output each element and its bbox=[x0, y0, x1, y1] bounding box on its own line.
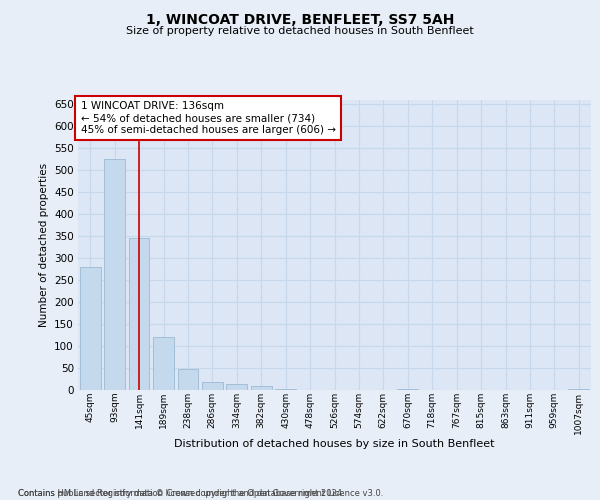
Bar bbox=[128, 238, 149, 390]
Bar bbox=[251, 386, 272, 390]
Text: 1 WINCOAT DRIVE: 136sqm
← 54% of detached houses are smaller (734)
45% of semi-d: 1 WINCOAT DRIVE: 136sqm ← 54% of detache… bbox=[80, 102, 335, 134]
Bar bbox=[226, 384, 247, 390]
Bar bbox=[178, 369, 199, 390]
Bar bbox=[568, 389, 589, 390]
Text: 1, WINCOAT DRIVE, BENFLEET, SS7 5AH: 1, WINCOAT DRIVE, BENFLEET, SS7 5AH bbox=[146, 12, 454, 26]
Bar bbox=[80, 267, 101, 390]
Y-axis label: Number of detached properties: Number of detached properties bbox=[38, 163, 49, 327]
Text: Contains HM Land Registry data © Crown copyright and database right 2024.: Contains HM Land Registry data © Crown c… bbox=[18, 488, 344, 498]
Text: Contains public sector information licensed under the Open Government Licence v3: Contains public sector information licen… bbox=[18, 478, 383, 498]
Text: Size of property relative to detached houses in South Benfleet: Size of property relative to detached ho… bbox=[126, 26, 474, 36]
X-axis label: Distribution of detached houses by size in South Benfleet: Distribution of detached houses by size … bbox=[174, 439, 495, 449]
Bar bbox=[397, 389, 418, 390]
Bar bbox=[275, 389, 296, 390]
Bar bbox=[153, 338, 174, 390]
Bar bbox=[104, 160, 125, 390]
Bar bbox=[202, 382, 223, 390]
